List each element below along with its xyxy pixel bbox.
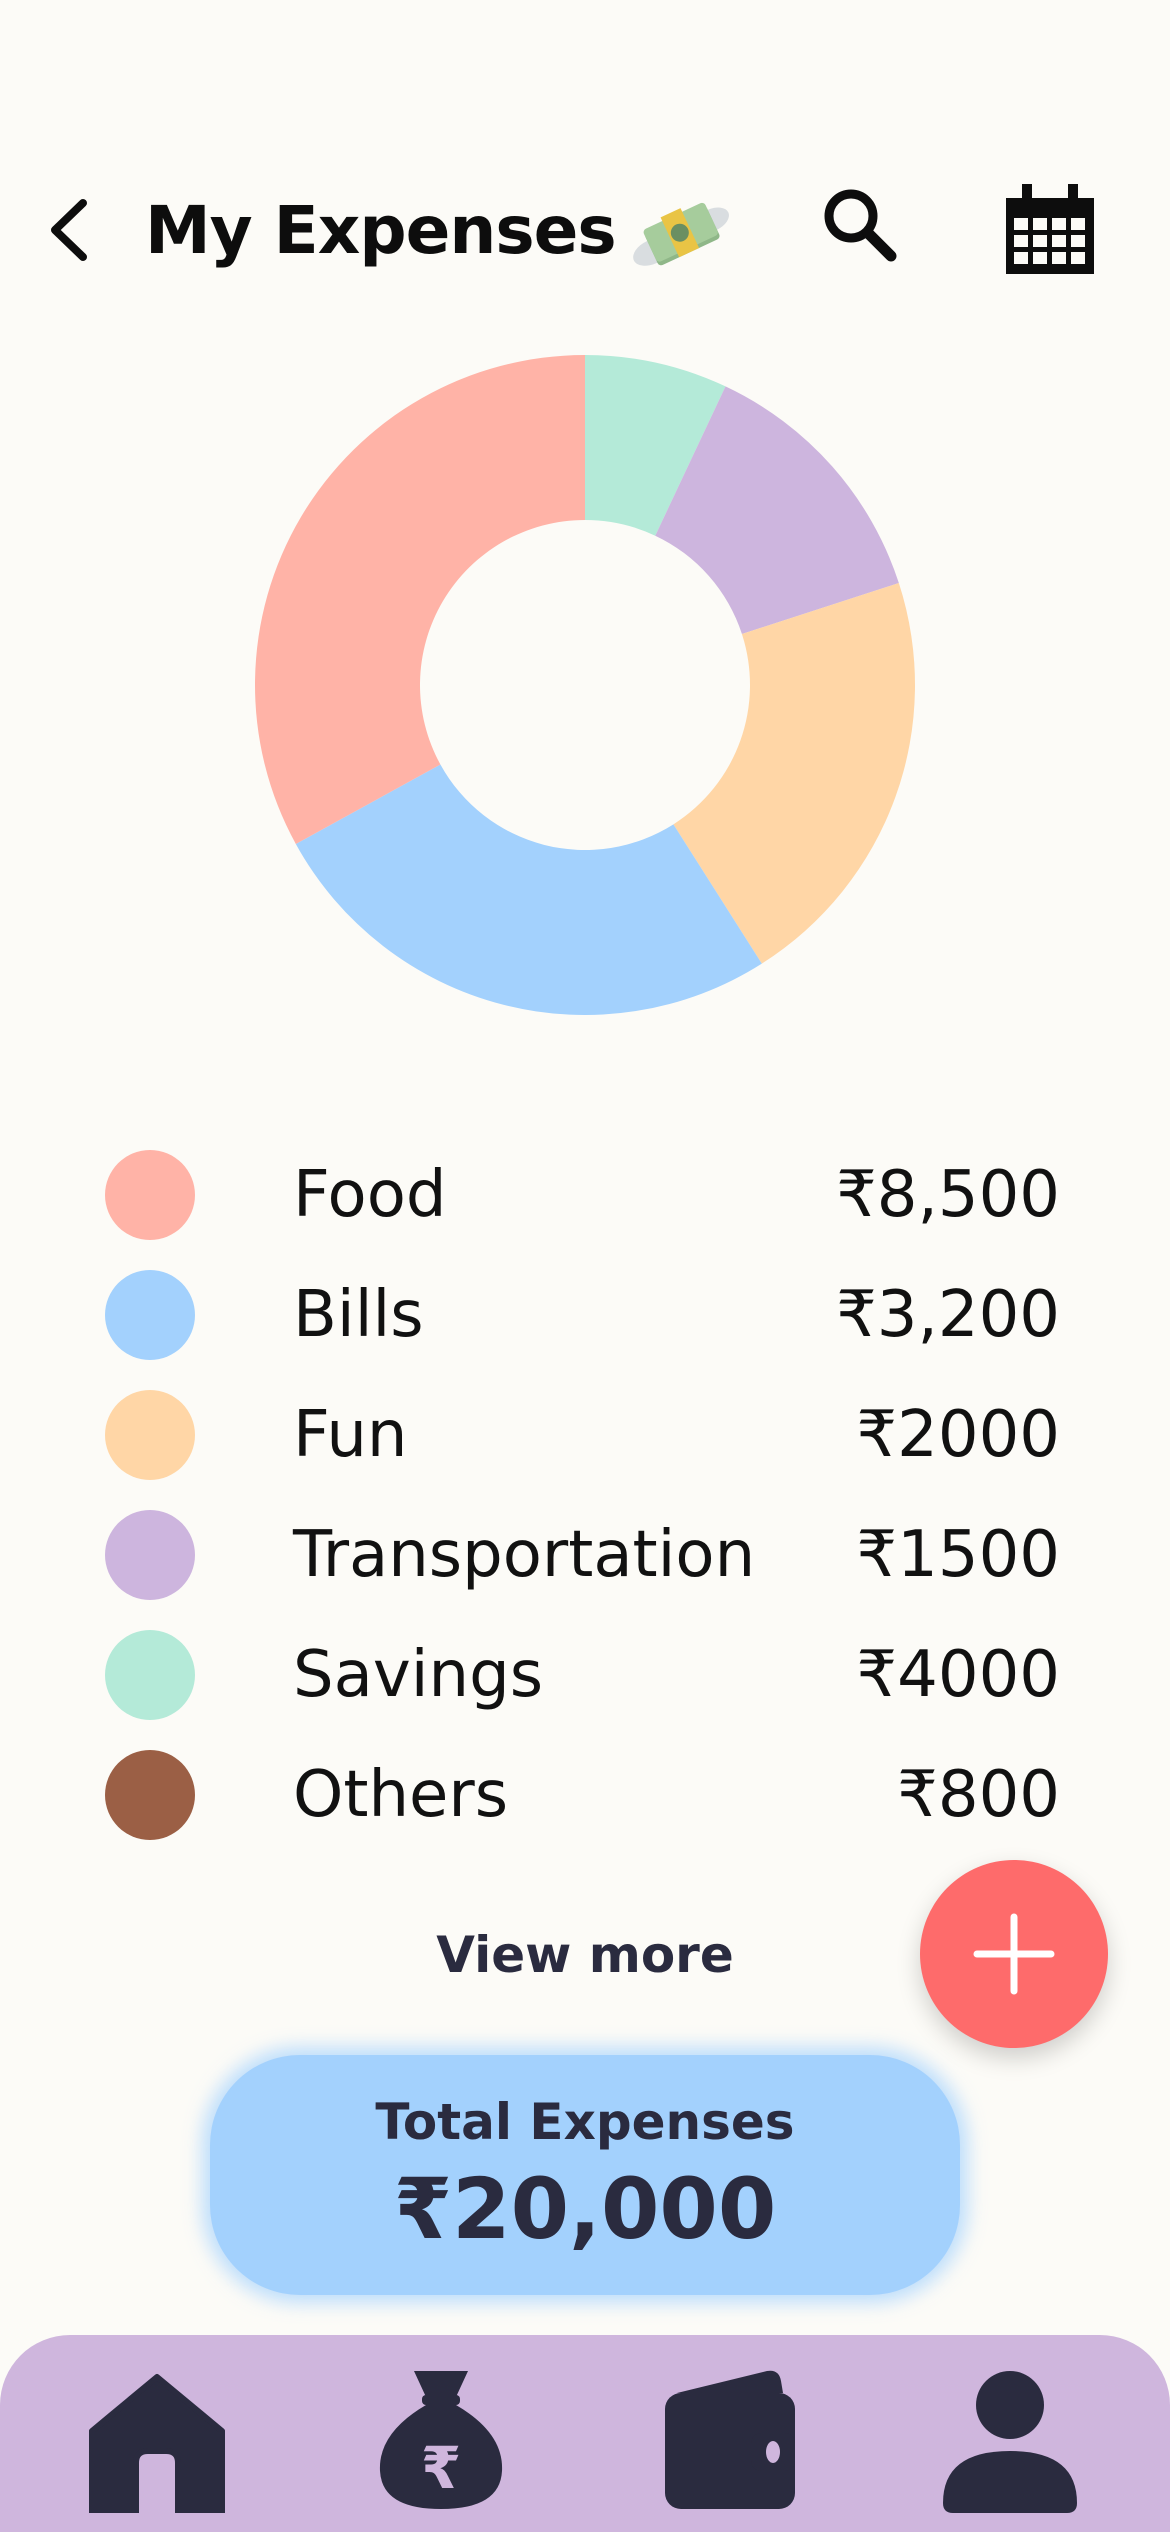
donut-slice-bills[interactable] — [295, 764, 762, 1015]
legend-color-dot — [105, 1510, 195, 1600]
legend-item-bills[interactable]: Bills ₹3,200 — [0, 1255, 1170, 1375]
nav-profile[interactable] — [935, 2363, 1085, 2513]
legend-value: ₹1500 — [856, 1518, 1060, 1592]
legend-item-others[interactable]: Others ₹800 — [0, 1735, 1170, 1855]
nav-expenses[interactable]: ₹ — [366, 2363, 516, 2513]
legend-color-dot — [105, 1390, 195, 1480]
total-expenses-value: ₹20,000 — [393, 2160, 777, 2258]
expenses-legend: Food ₹8,500 Bills ₹3,200 Fun ₹2000 Transportat… — [0, 1135, 1170, 1855]
search-button[interactable] — [815, 180, 905, 270]
legend-item-food[interactable]: Food ₹8,500 — [0, 1135, 1170, 1255]
donut-slice-transportation[interactable] — [655, 386, 899, 635]
legend-item-fun[interactable]: Fun ₹2000 — [0, 1375, 1170, 1495]
legend-label: Food — [293, 1158, 447, 1232]
back-button[interactable] — [40, 190, 100, 270]
legend-label: Fun — [293, 1398, 408, 1472]
app-header: My Expenses — [0, 150, 1170, 310]
money-bag-icon: ₹ — [379, 2371, 503, 2509]
view-more-button[interactable]: View more — [436, 1926, 734, 1984]
legend-color-dot — [105, 1270, 195, 1360]
legend-value: ₹3,200 — [836, 1278, 1060, 1352]
nav-wallet[interactable] — [655, 2363, 805, 2513]
legend-value: ₹8,500 — [836, 1158, 1060, 1232]
legend-label: Savings — [293, 1638, 544, 1712]
search-icon — [824, 189, 897, 262]
calendar-icon — [1006, 184, 1094, 274]
plus-icon — [973, 1913, 1055, 1995]
total-expenses-label: Total Expenses — [375, 2093, 795, 2151]
calendar-button[interactable] — [1000, 180, 1100, 280]
legend-color-dot — [105, 1630, 195, 1720]
legend-color-dot — [105, 1150, 195, 1240]
add-expense-button[interactable] — [920, 1860, 1108, 2048]
legend-item-savings[interactable]: Savings ₹4000 — [0, 1615, 1170, 1735]
money-with-wings-icon — [630, 180, 730, 280]
wallet-icon — [665, 2370, 795, 2509]
profile-icon — [943, 2371, 1077, 2513]
bottom-navigation: ₹ — [0, 2335, 1170, 2532]
home-icon — [89, 2374, 225, 2513]
svg-text:₹: ₹ — [421, 2434, 461, 2502]
legend-value: ₹800 — [897, 1758, 1060, 1832]
legend-label: Transportation — [293, 1518, 756, 1592]
donut-slice-food[interactable] — [255, 355, 586, 844]
legend-item-transportation[interactable]: Transportation ₹1500 — [0, 1495, 1170, 1615]
legend-label: Others — [293, 1758, 509, 1832]
expenses-donut-chart — [255, 355, 915, 1015]
nav-home[interactable] — [82, 2363, 232, 2513]
page-title-text: My Expenses — [145, 191, 617, 269]
donut-slice-fun[interactable] — [673, 583, 915, 964]
total-expenses-card: Total Expenses ₹20,000 — [210, 2055, 960, 2295]
legend-label: Bills — [293, 1278, 424, 1352]
page-title: My Expenses — [145, 180, 730, 280]
legend-color-dot — [105, 1750, 195, 1840]
legend-value: ₹4000 — [856, 1638, 1060, 1712]
chevron-left-icon — [51, 199, 87, 261]
legend-value: ₹2000 — [856, 1398, 1060, 1472]
donut-slice-savings[interactable] — [585, 355, 726, 536]
